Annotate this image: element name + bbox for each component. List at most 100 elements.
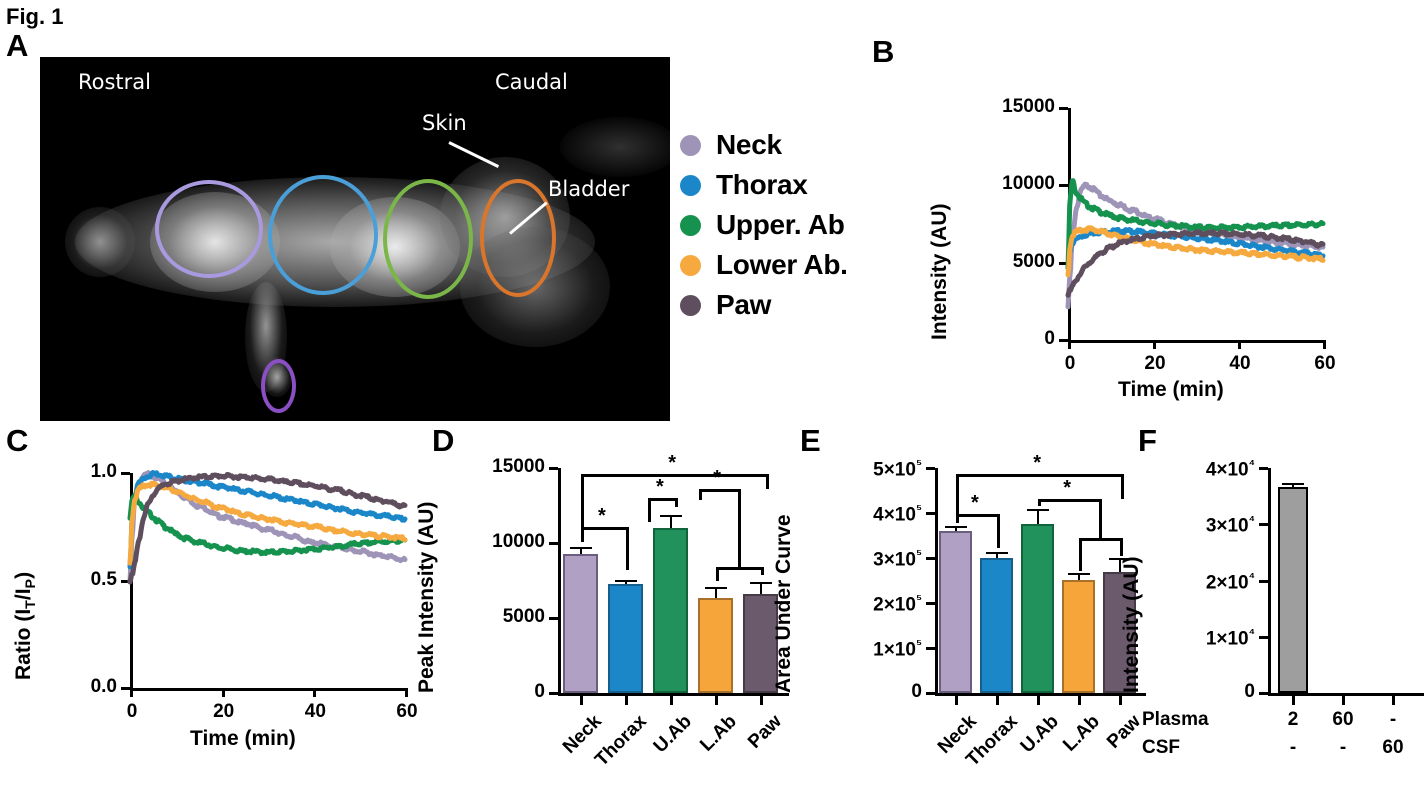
significance-tick-right: [625, 526, 629, 570]
error-bar: [1077, 573, 1080, 581]
significance-tick-right: [674, 498, 678, 507]
significance-tick-right: [760, 567, 764, 575]
y-tick: [1259, 467, 1268, 470]
y-tick-label: 0.5: [90, 568, 117, 590]
y-tick-label: 4×10⁵: [873, 501, 922, 526]
significance-bar: [955, 513, 1000, 517]
significance-star: *: [668, 452, 677, 474]
y-tick-label: 0: [534, 681, 545, 702]
significance-star: *: [713, 467, 722, 489]
significance-bar: [1037, 498, 1102, 502]
legend-swatch-lower-ab: [680, 254, 701, 276]
y-tick-label: 10000: [492, 531, 545, 552]
significance-star: *: [1033, 451, 1042, 474]
panel-f-chart: 0 1×10⁴ 2×10⁴ 3×10⁴ 4×10⁴ Intensity (AU) Plasm…: [1120, 450, 1427, 790]
significance-tick-left: [1037, 498, 1041, 507]
x-axis-line: [1068, 340, 1326, 343]
y-tick: [121, 579, 130, 583]
significance-tick-left: [955, 473, 959, 514]
x-tick-label: 0: [126, 701, 138, 722]
bar-neck: [563, 553, 598, 693]
y-tick: [1059, 261, 1068, 265]
condition-cell: -: [1339, 737, 1347, 758]
legend-label-neck: Neck: [716, 129, 782, 160]
x-tick: [1292, 696, 1295, 705]
y-tick-label: 0: [911, 681, 922, 702]
y-tick-label: 1×10⁵: [873, 636, 922, 661]
y-tick-label: 15000: [1002, 96, 1055, 117]
x-tick: [1077, 696, 1081, 705]
error-bar-cap: [1108, 558, 1131, 561]
x-tick: [1342, 696, 1345, 705]
error-bar: [759, 582, 762, 594]
condition-cell: -: [1389, 709, 1397, 730]
bar-u-ab: [1021, 524, 1054, 693]
error-bar: [624, 580, 627, 585]
panel-e-chart: 0 1×10⁵ 2×10⁵ 3×10⁵ 4×10⁵ 5×10⁵ Neck Thorax U.Ab…: [772, 450, 1146, 790]
x-tick: [1153, 340, 1156, 349]
panel-letter-b: B: [872, 34, 895, 69]
y-tick-label: 1.0: [90, 461, 117, 482]
legend-item-upper-ab: Upper. Ab: [680, 205, 848, 245]
error-bar-cap: [659, 514, 682, 517]
y-tick-label: 4×10⁴: [1205, 456, 1255, 481]
x-tick-label: 40: [304, 701, 326, 722]
error-bar-cap: [704, 587, 727, 590]
x-tick: [313, 688, 317, 697]
panel-letter-d: D: [432, 423, 455, 458]
y-tick: [1059, 107, 1068, 110]
y-tick: [1259, 579, 1268, 583]
x-tick: [130, 688, 133, 697]
x-tick: [405, 688, 408, 697]
bar-neck: [939, 531, 972, 693]
error-bar-cap: [944, 526, 967, 529]
legend-swatch-thorax: [680, 174, 701, 196]
bar-paw: [743, 594, 778, 693]
y-tick: [926, 647, 935, 650]
x-tick: [995, 696, 999, 705]
roi-neck: [155, 180, 263, 278]
x-axis-line: [130, 688, 408, 691]
x-tick: [1392, 696, 1395, 705]
y-tick: [926, 512, 935, 515]
y-tick: [926, 467, 935, 470]
error-bar: [954, 526, 957, 531]
roi-upper-ab: [383, 179, 473, 299]
y-tick: [549, 467, 558, 470]
panel-letter-a: A: [6, 28, 29, 63]
tail-glow: [560, 117, 670, 177]
significance-tick-right: [996, 513, 1000, 549]
significance-tick-right: [1121, 473, 1124, 499]
line-series-group: [1065, 178, 1326, 310]
legend-swatch-paw: [680, 294, 701, 316]
label-bladder: Bladder: [548, 177, 630, 201]
y-tick-label: 3×10⁵: [873, 546, 922, 571]
significance-bar: [1078, 537, 1123, 541]
y-tick-label: 2×10⁴: [1205, 568, 1255, 593]
significance-bar: [647, 498, 678, 501]
roi-paw: [261, 359, 296, 413]
x-tick: [669, 696, 673, 705]
line-upper-ab: [1065, 178, 1326, 271]
bar-l-ab: [698, 597, 733, 693]
significance-bar: [698, 489, 741, 492]
x-tick: [714, 696, 718, 705]
significance-tick-left: [580, 474, 584, 527]
y-tick: [121, 687, 130, 690]
x-axis-line: [558, 693, 789, 696]
significance-star: *: [1063, 476, 1072, 499]
legend-item-paw: Paw: [680, 285, 848, 325]
significance-tick-right: [766, 474, 769, 489]
legend-label-lower-ab: Lower Ab.: [716, 249, 848, 280]
y-axis-line: [935, 468, 938, 694]
significance-tick-left: [647, 498, 651, 522]
x-tick: [221, 688, 225, 697]
significance-bar: [580, 474, 769, 477]
x-tick: [954, 696, 958, 705]
y-tick: [1259, 692, 1268, 695]
panel-c-x-axis-title: Time (min): [190, 727, 296, 750]
error-bar-cap: [985, 551, 1008, 554]
x-tick-label: 20: [1144, 353, 1166, 374]
panel-b-y-axis-title: Intensity (AU): [928, 203, 951, 341]
panel-c-chart: 0.0 0.5 1.0 0 20 40 60 Ratio (IT/IP) Time (min): [12, 455, 420, 785]
